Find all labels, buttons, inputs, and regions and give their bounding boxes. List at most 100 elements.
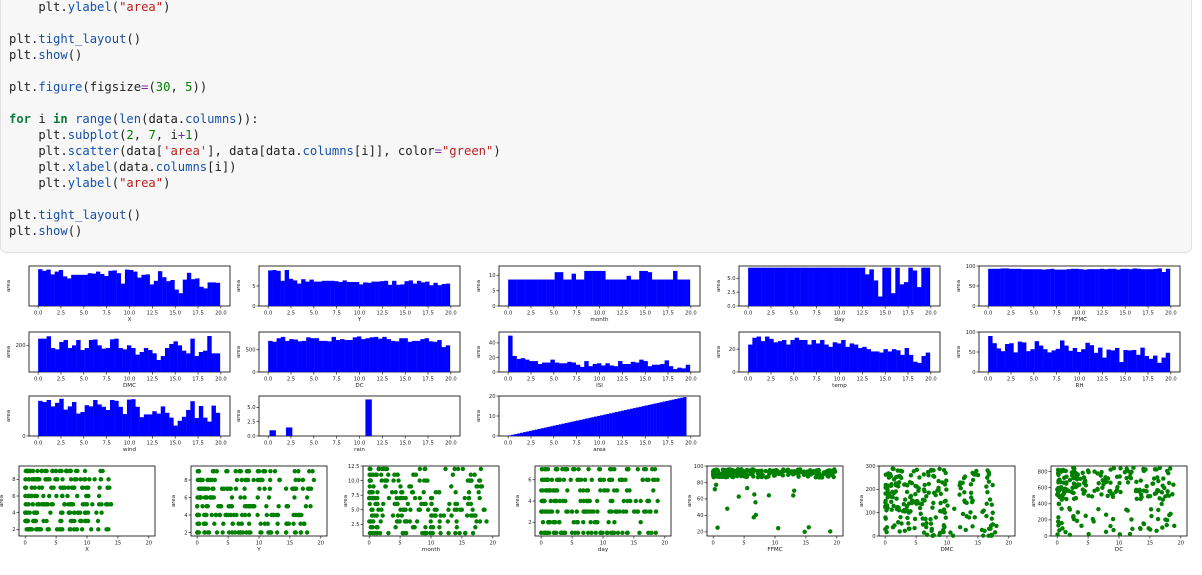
scatter-point xyxy=(455,466,461,472)
bar xyxy=(533,279,538,306)
scatter-point xyxy=(1099,469,1104,475)
scatter-point xyxy=(610,498,615,504)
bar xyxy=(156,360,161,372)
bar xyxy=(1070,268,1076,306)
scatter-point xyxy=(1064,480,1069,485)
bar xyxy=(93,400,98,436)
bar xyxy=(1013,352,1018,372)
scatter-point xyxy=(902,528,908,533)
scatter-point xyxy=(266,530,271,535)
bar xyxy=(211,353,216,372)
scatter-point xyxy=(936,478,941,484)
scatter-point xyxy=(233,486,239,491)
bar xyxy=(858,348,863,372)
code-cell[interactable]: plt.ylabel("area") plt.tight_layout() plt.… xyxy=(0,0,1192,253)
scatter-point xyxy=(1128,471,1133,476)
x-tick-label: 0 xyxy=(368,541,371,547)
scatter-point xyxy=(441,513,447,518)
bar xyxy=(375,281,380,306)
scatter-point xyxy=(598,477,604,482)
bar xyxy=(677,367,682,372)
code-token: "area" xyxy=(119,0,164,14)
x-tick-label: 17.5 xyxy=(1142,377,1154,383)
bar xyxy=(101,406,106,436)
bar xyxy=(1045,269,1051,306)
scatter-point xyxy=(42,468,48,474)
x-tick-label: 0 xyxy=(540,541,543,547)
x-axis-label: DC xyxy=(1115,547,1123,553)
scatter-point xyxy=(1055,489,1061,495)
bar xyxy=(668,279,674,306)
bar xyxy=(268,340,273,372)
bar xyxy=(596,270,602,306)
y-tick-label: 0 xyxy=(732,370,735,376)
bar xyxy=(325,280,331,306)
bar xyxy=(143,414,149,436)
x-tick-label: 20 xyxy=(490,541,497,547)
scatter-point xyxy=(1164,522,1169,528)
scatter-point xyxy=(775,525,781,531)
x-tick-label: 2.5 xyxy=(1007,377,1015,383)
scatter-point xyxy=(772,468,777,474)
x-axis-label: DMC xyxy=(940,547,953,553)
code-token: = xyxy=(141,80,149,94)
bar xyxy=(921,267,926,306)
scatter-point xyxy=(904,489,910,495)
x-tick-label: 7.5 xyxy=(813,377,821,383)
scatter-point xyxy=(542,477,548,482)
bar xyxy=(400,284,405,306)
x-axis-label: ISI xyxy=(596,383,603,389)
x-tick-label: 17.5 xyxy=(422,441,434,447)
bar xyxy=(390,340,396,372)
x-tick-label: 0.0 xyxy=(264,377,272,383)
y-tick-label: 20 xyxy=(489,355,496,361)
scatter-point xyxy=(829,468,835,474)
scatter-point xyxy=(720,467,726,472)
scatter-point xyxy=(457,530,462,536)
scatter-point xyxy=(371,530,377,536)
bar xyxy=(100,274,105,306)
scatter-point xyxy=(620,477,625,482)
x-tick-label: 12.5 xyxy=(617,441,629,447)
bar xyxy=(613,279,619,306)
scatter-point xyxy=(450,472,456,477)
code-token: plt. xyxy=(9,224,39,238)
x-tick-label: 5.0 xyxy=(310,441,318,447)
bar xyxy=(139,417,145,436)
bar xyxy=(845,346,850,372)
scatter-point xyxy=(963,527,968,533)
scatter-point xyxy=(1111,465,1117,471)
scatter-point xyxy=(546,520,551,525)
bar xyxy=(114,338,119,372)
scatter-point xyxy=(274,530,280,535)
scatter-point xyxy=(92,477,97,482)
bar xyxy=(665,400,669,436)
code-token: ( xyxy=(111,112,120,126)
scatter-point xyxy=(540,520,546,525)
bar xyxy=(752,267,757,306)
x-tick-label: 7.5 xyxy=(103,441,111,447)
x-tick-label: 0 xyxy=(1056,541,1059,547)
scatter-point xyxy=(397,519,402,524)
scatter-point xyxy=(298,530,303,535)
bar xyxy=(433,282,438,306)
scatter-point xyxy=(239,477,244,483)
scatter-point xyxy=(576,466,581,472)
bar xyxy=(660,279,665,306)
scatter-point xyxy=(1064,496,1069,502)
scatter-point xyxy=(806,525,811,530)
bar xyxy=(112,270,117,306)
scatter-point xyxy=(57,468,62,474)
x-tick-label: 5 xyxy=(742,541,745,547)
bar xyxy=(211,405,216,436)
scatter-point xyxy=(454,525,460,530)
code-token: (data. xyxy=(111,160,156,174)
x-tick-label: 15.0 xyxy=(639,377,651,383)
bar xyxy=(1029,269,1034,306)
scatter-point xyxy=(277,477,283,483)
scatter-point xyxy=(79,518,84,524)
bar xyxy=(170,280,175,306)
scatter-point xyxy=(47,477,52,482)
bar xyxy=(561,423,565,436)
scatter-point xyxy=(1154,528,1159,533)
